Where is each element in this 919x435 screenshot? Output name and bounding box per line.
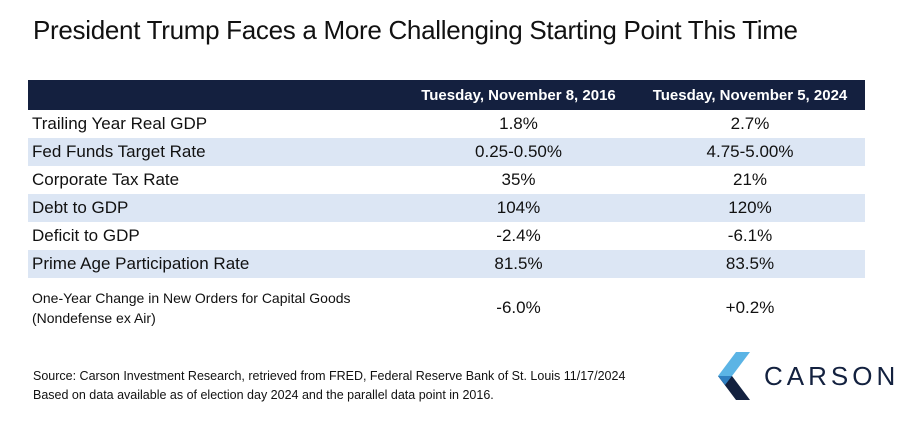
source-line-2: Based on data available as of election d… <box>33 388 494 402</box>
value-2016: 35% <box>501 170 536 189</box>
comparison-table: Tuesday, November 8, 2016 Tuesday, Novem… <box>28 80 865 336</box>
row-label: Trailing Year Real GDP <box>32 114 208 133</box>
header-2016: Tuesday, November 8, 2016 <box>421 86 616 104</box>
table-row: Fed Funds Target Rate 0.25-0.50% 4.75-5.… <box>28 138 865 166</box>
table-row: Debt to GDP 104% 120% <box>28 194 865 222</box>
value-2024: 21% <box>732 170 768 189</box>
value-2024: 4.75-5.00% <box>706 142 794 161</box>
logo-text: CARSON <box>764 360 900 391</box>
row-label: Debt to GDP <box>32 198 129 217</box>
value-2016: -2.4% <box>496 226 541 245</box>
value-2024: 2.7% <box>730 114 770 133</box>
value-2024: 83.5% <box>725 254 775 273</box>
table-row: One-Year Change in New Orders for Capita… <box>28 280 865 336</box>
value-2024: +0.2% <box>725 298 775 317</box>
row-label: Prime Age Participation Rate <box>32 254 250 273</box>
source-line-1: Source: Carson Investment Research, retr… <box>33 369 626 383</box>
row-label: One-Year Change in New Orders for Capita… <box>32 290 351 326</box>
row-label: Fed Funds Target Rate <box>32 142 206 161</box>
table-row: Trailing Year Real GDP 1.8% 2.7% <box>28 110 865 138</box>
chart-title: President Trump Faces a More Challenging… <box>33 15 798 45</box>
value-2016: 104% <box>496 198 541 217</box>
carson-chevron-logo-icon <box>718 352 750 400</box>
value-2024: -6.1% <box>727 226 773 245</box>
value-2016: 1.8% <box>499 114 538 133</box>
value-2016: 81.5% <box>494 254 543 273</box>
value-2016: 0.25-0.50% <box>475 142 562 161</box>
value-2024: 120% <box>728 198 772 217</box>
carson-logo: CARSON <box>716 352 899 400</box>
table-header: Tuesday, November 8, 2016 Tuesday, Novem… <box>28 80 865 110</box>
table-row: Corporate Tax Rate 35% 21% <box>28 166 865 194</box>
value-2016: -6.0% <box>496 298 541 317</box>
table-row: Deficit to GDP -2.4% -6.1% <box>28 222 865 250</box>
table-row: Prime Age Participation Rate 81.5% 83.5% <box>28 250 865 278</box>
header-2024: Tuesday, November 5, 2024 <box>652 86 848 104</box>
row-label: Deficit to GDP <box>32 226 140 245</box>
source-note: Source: Carson Investment Research, retr… <box>33 367 625 405</box>
row-label: Corporate Tax Rate <box>32 170 180 189</box>
